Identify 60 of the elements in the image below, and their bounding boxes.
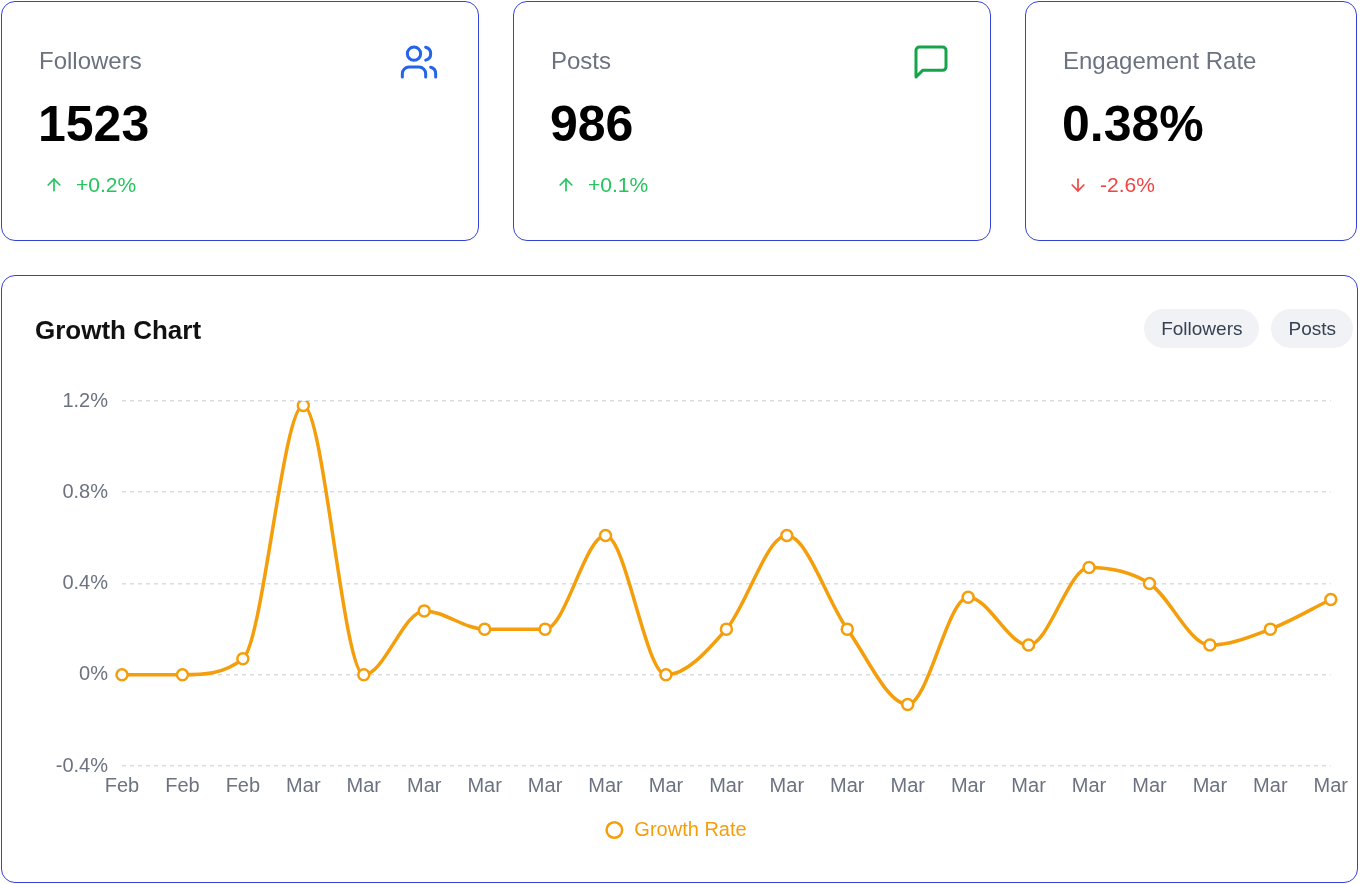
x-tick-label: Mar <box>1010 773 1046 796</box>
data-label: +0.1% <box>588 173 649 197</box>
point <box>900 697 914 711</box>
x-tick-label: Feb <box>104 773 139 796</box>
point <box>1142 576 1156 590</box>
x-tick-label: Feb <box>164 773 200 796</box>
y-tick-label: 1.2% <box>61 388 108 411</box>
text: 0.38% <box>1062 95 1204 153</box>
x-tick-label: Mar <box>708 773 744 796</box>
point <box>175 667 189 681</box>
point <box>114 667 129 681</box>
text: Posts <box>551 46 612 76</box>
x-tick-label: Mar <box>829 773 865 796</box>
x-tick-label: Mar <box>466 773 502 796</box>
data-label: +0.2% <box>76 173 137 197</box>
point <box>719 621 733 636</box>
point <box>598 528 612 542</box>
x-tick-label: Mar <box>587 773 623 796</box>
point <box>1263 621 1277 636</box>
x-tick-label: Mar <box>1131 773 1167 796</box>
point <box>1081 560 1096 574</box>
text: Followers <box>39 46 142 76</box>
x-tick-label: Mar <box>1313 773 1348 796</box>
x-tick-label: Mar <box>1071 773 1107 796</box>
x-tick-label: Mar <box>346 773 381 796</box>
point <box>296 400 310 412</box>
y-tick-label: 0% <box>78 661 108 684</box>
x-tick-label: Feb <box>225 773 260 796</box>
point <box>1021 637 1035 652</box>
point <box>840 621 854 636</box>
x-tick-label: Mar <box>648 773 684 796</box>
point <box>537 621 552 636</box>
point <box>779 528 794 542</box>
x-tick-label: Mar <box>769 773 804 796</box>
point <box>1323 592 1338 606</box>
point <box>658 667 673 681</box>
point <box>356 667 371 681</box>
point <box>235 651 250 666</box>
text: 1523 <box>38 95 150 153</box>
x-tick-label: Mar <box>406 773 442 796</box>
point <box>960 589 975 604</box>
x-tick-label: Mar <box>950 773 986 796</box>
pill-button[interactable]: Followers <box>1144 309 1260 348</box>
text: 986 <box>550 95 634 153</box>
y-tick-label: -0.4% <box>55 753 108 776</box>
x-tick-label: Mar <box>285 773 321 796</box>
x-tick-label: Mar <box>889 773 925 796</box>
chart-title: Growth Chart <box>35 314 202 346</box>
y-tick-label: 0.4% <box>61 570 108 593</box>
point <box>416 603 431 618</box>
x-tick-label: Mar <box>527 773 563 796</box>
y-tick-label: 0.8% <box>61 479 108 502</box>
x-tick-label: Mar <box>1192 773 1227 796</box>
text: Engagement Rate <box>1063 46 1257 76</box>
legend-label: Growth Rate <box>633 817 747 840</box>
point <box>477 621 491 636</box>
x-tick-label: Mar <box>1252 773 1288 796</box>
data-label: -2.6% <box>1100 173 1155 197</box>
pill-button[interactable]: Posts <box>1271 309 1353 348</box>
point <box>1202 637 1217 652</box>
